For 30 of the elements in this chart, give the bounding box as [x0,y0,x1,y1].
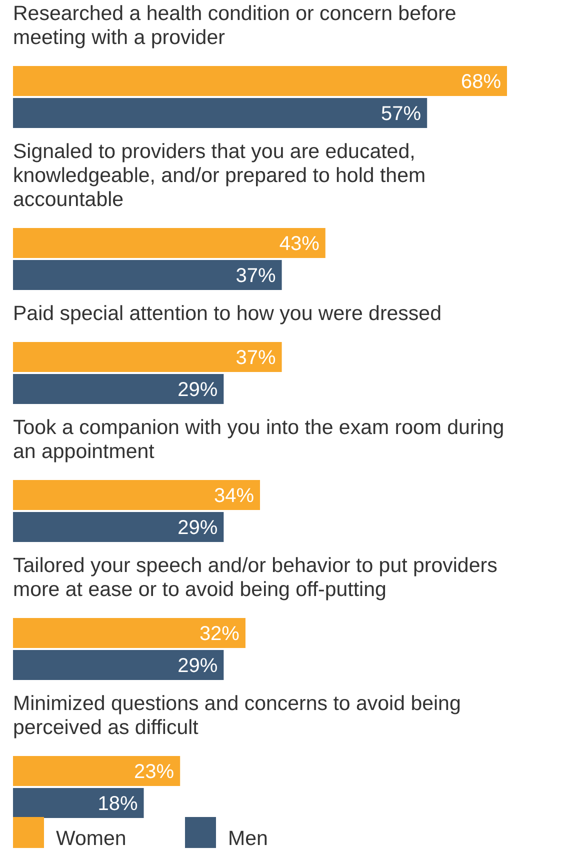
data-label: 57% [381,103,422,125]
bar [13,480,260,510]
data-label: 29% [178,379,218,401]
bar [13,66,507,96]
y-tick-label: Researched a health condition or concern before meeting with a provider [13,2,456,49]
y-tick-label: Paid special attention to how you were dressed [13,302,442,325]
y-tick-label: Minimized questions and concerns to avoid being perceived as difficult [13,692,461,739]
y-tick-label: Signaled to providers that you are educated, knowledgeable, and/or prepared to hold them accountable [13,140,426,211]
data-label: 34% [214,485,254,507]
data-label: 23% [134,761,174,783]
legend-label: Men [228,827,268,849]
bar [13,788,144,818]
y-tick-label: Tailored your speech and/or behavior to put providers more at ease or to avoid being off-putting [13,554,498,601]
bar [13,618,246,648]
data-label: 37% [236,265,276,287]
bar [13,342,282,372]
bar [13,98,428,128]
data-label: 29% [178,655,218,677]
bar [13,650,224,680]
data-label: 18% [98,793,138,815]
bar [13,512,224,542]
bar [13,756,180,786]
data-label: 29% [178,517,218,539]
legend-label: Women [56,827,126,849]
data-label: 32% [199,623,240,645]
data-label: 37% [236,347,276,369]
bar [13,374,224,404]
data-label: 43% [279,233,320,255]
y-tick-label: Took a companion with you into the exam room during an appointment [13,416,504,463]
data-label: 68% [460,71,502,93]
